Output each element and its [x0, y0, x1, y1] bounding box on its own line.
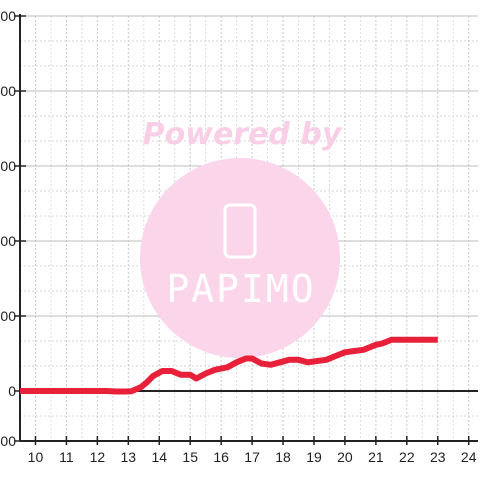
x-tick-label: 19	[306, 449, 322, 465]
x-tick-label: 10	[28, 449, 44, 465]
phone-logo-icon	[223, 203, 257, 259]
y-tick-label: 90,000	[0, 158, 16, 174]
y-tick-label: -20,000	[0, 433, 16, 449]
series-layer	[20, 336, 438, 395]
watermark-logo-text: PAPIMO	[166, 267, 315, 311]
x-tick-label: 15	[182, 449, 198, 465]
watermark-powered-by: Powered by	[143, 117, 343, 152]
x-tick-label: 21	[368, 449, 384, 465]
x-tick-label: 12	[90, 449, 106, 465]
y-tick-label: 0	[8, 383, 16, 399]
tick-labels: -20,000 0 30,000 60,000 90,000 120,000 150,000…	[0, 8, 477, 465]
x-tick-label: 22	[399, 449, 415, 465]
x-tick-label: 20	[337, 449, 353, 465]
series-line	[20, 336, 438, 395]
watermark: Powered by PAPIMO	[140, 117, 343, 358]
x-tick-label: 13	[121, 449, 137, 465]
x-tick-label: 11	[59, 449, 74, 465]
y-tick-label: 30,000	[0, 308, 16, 324]
y-tick-label: 60,000	[0, 233, 16, 249]
x-tick-label: 17	[244, 449, 260, 465]
y-tick-label: 120,000	[0, 83, 16, 99]
y-tick-label: 150,000	[0, 8, 16, 24]
x-tick-label: 23	[430, 449, 446, 465]
x-tick-label: 14	[151, 449, 167, 465]
x-tick-label: 16	[213, 449, 229, 465]
x-tick-label: 18	[275, 449, 291, 465]
x-tick-label: 24	[461, 449, 477, 465]
